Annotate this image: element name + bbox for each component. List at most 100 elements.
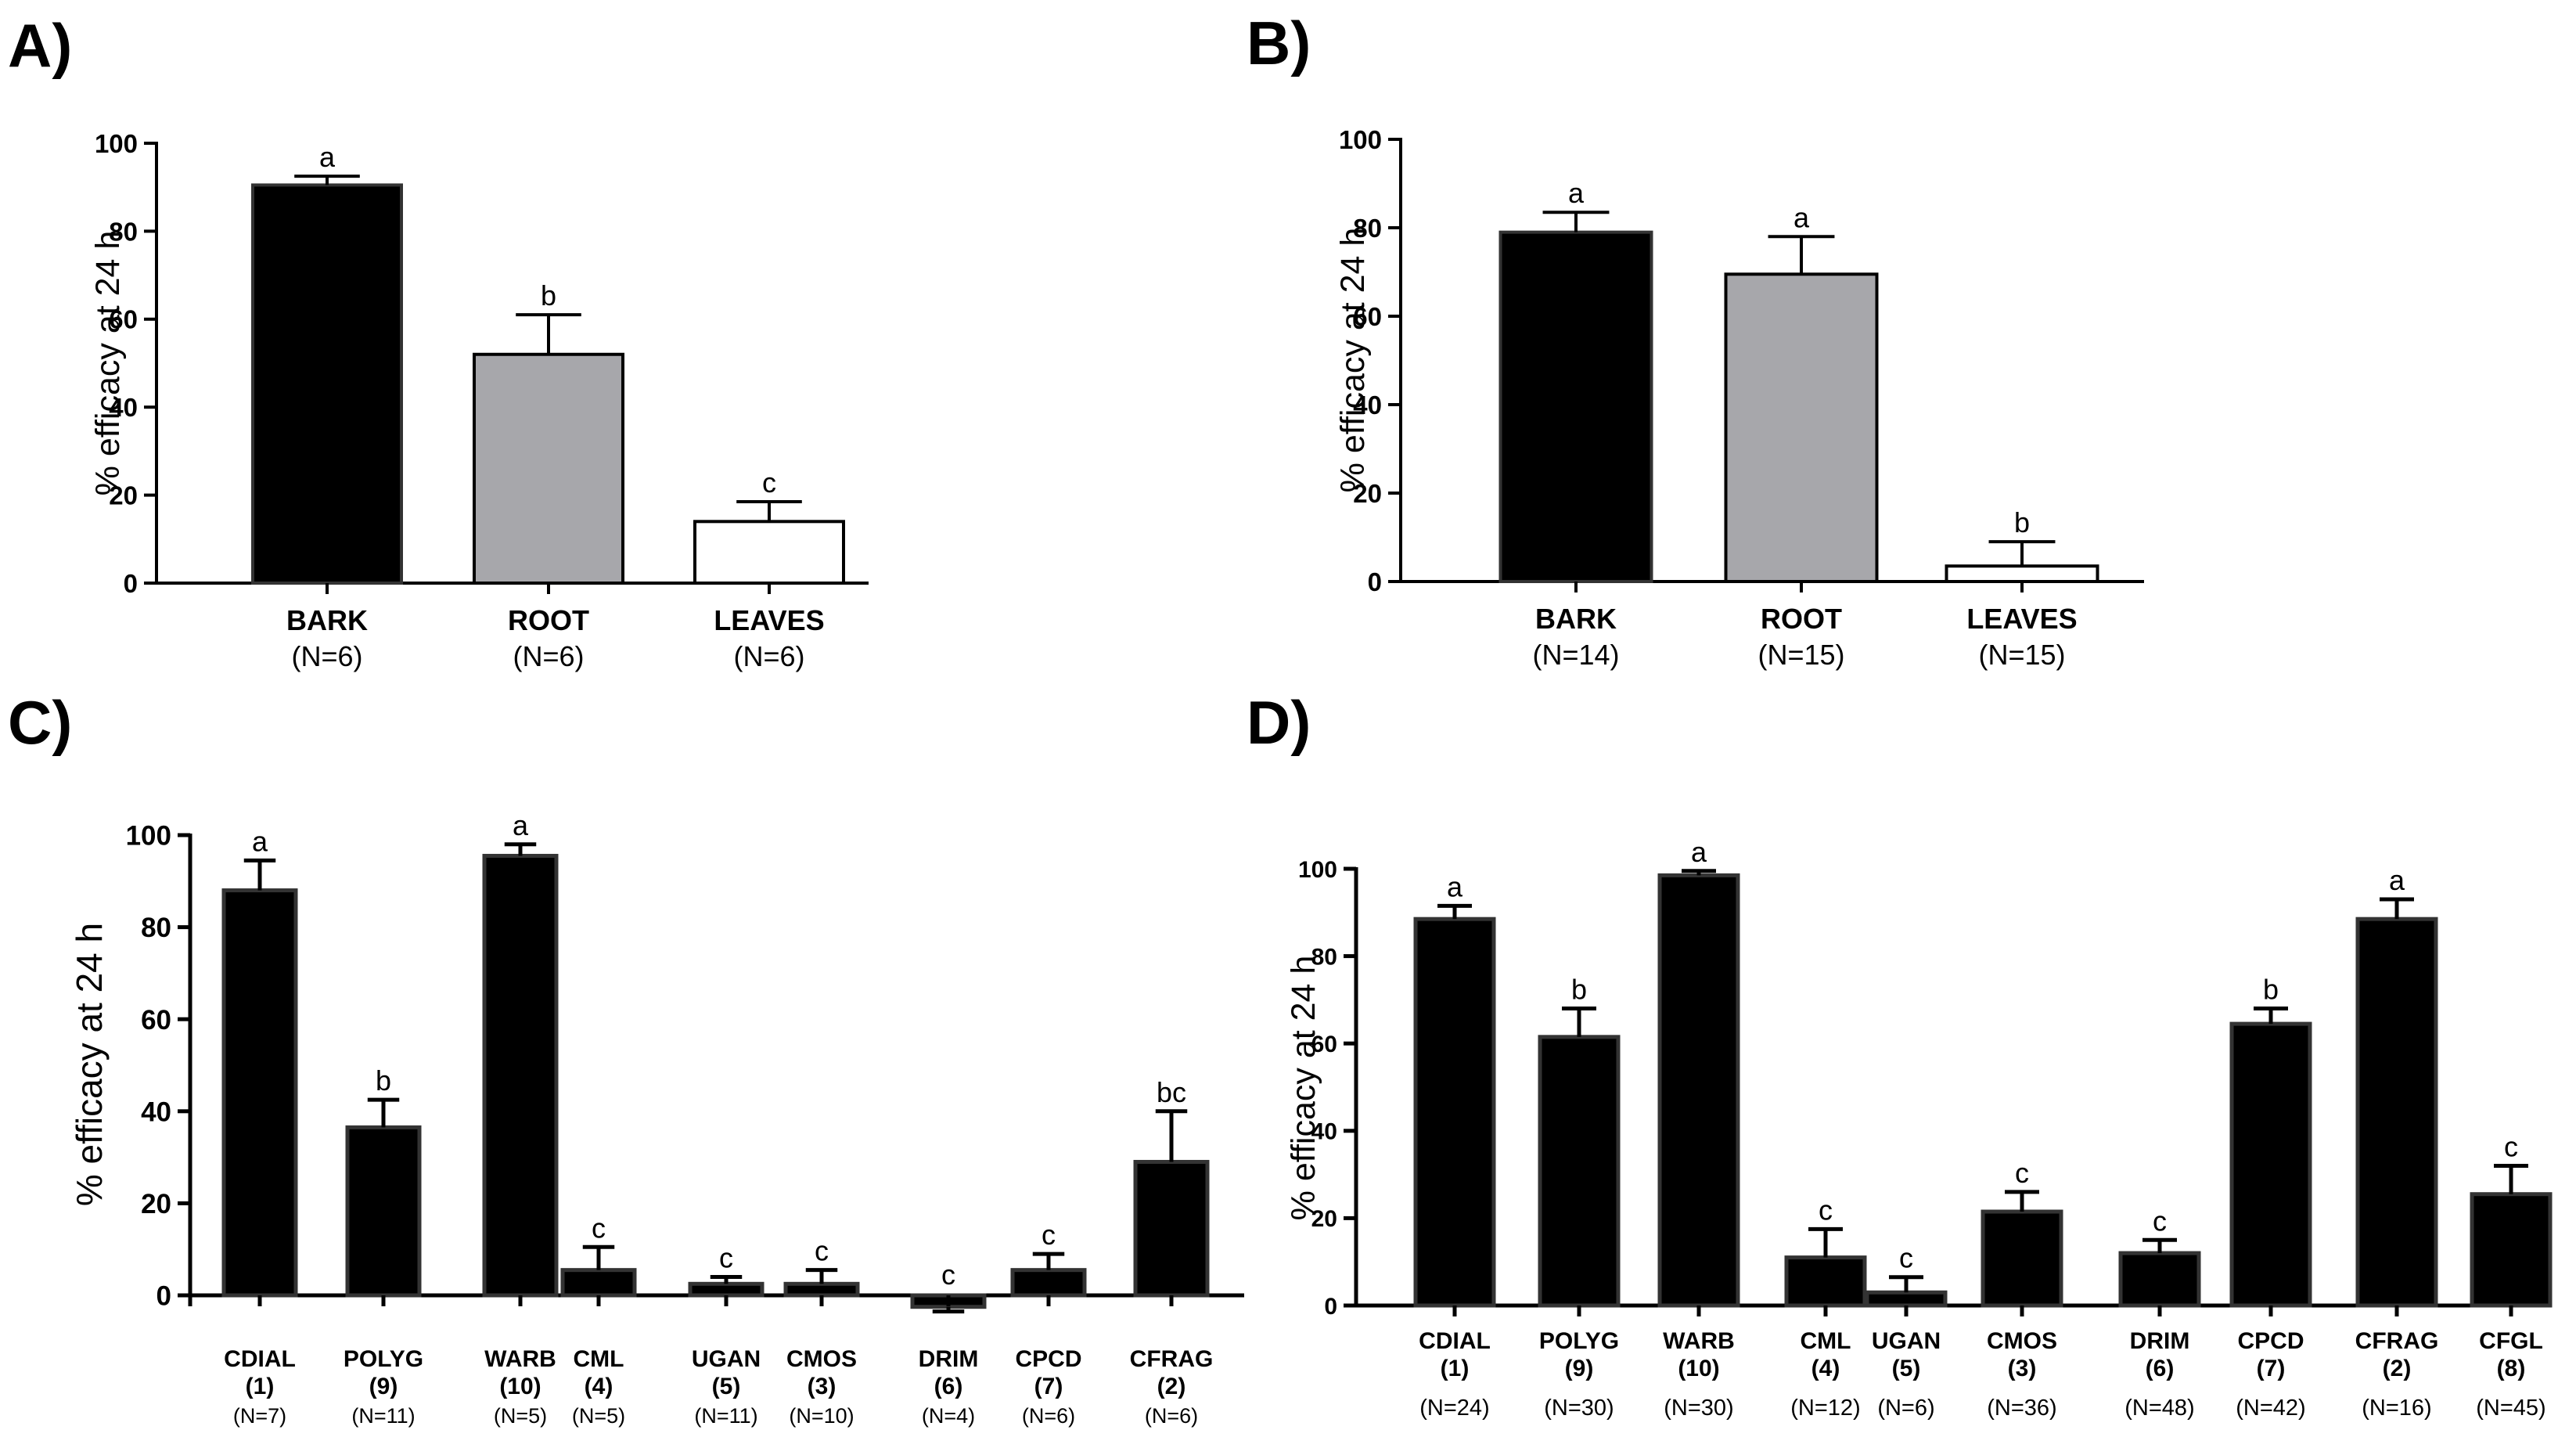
group-label: (6) <box>2146 1356 2175 1381</box>
y-tick-label: 100 <box>1298 857 1337 883</box>
bar-warb <box>1657 873 1740 1308</box>
category-label: CMOS <box>786 1346 857 1372</box>
significance-letter: b <box>541 279 556 312</box>
significance-letter: c <box>719 1241 733 1273</box>
category-label: CPCD <box>2237 1328 2304 1354</box>
group-label: (1) <box>1441 1356 1470 1381</box>
sample-size-label: (N=30) <box>1664 1396 1733 1421</box>
group-label: (9) <box>369 1374 398 1399</box>
y-tick-label: 60 <box>1353 302 1382 331</box>
significance-letter: a <box>252 825 268 857</box>
group-label: (9) <box>1565 1356 1594 1381</box>
bar-cdial <box>1413 917 1496 1308</box>
bar-polyg <box>345 1125 422 1298</box>
sample-size-label: (N=15) <box>1758 639 1844 671</box>
sample-size-label: (N=5) <box>494 1404 547 1428</box>
sample-size-label: (N=6) <box>733 640 804 672</box>
sample-size-label: (N=10) <box>789 1404 854 1428</box>
significance-letter: a <box>1793 201 1810 233</box>
y-axis-label: % efficacy at 24 h <box>89 231 127 496</box>
bar-root <box>473 352 624 585</box>
sample-size-label: (N=14) <box>1532 639 1619 671</box>
sample-size-label: (N=6) <box>1145 1404 1198 1428</box>
sample-size-label: (N=11) <box>351 1404 415 1428</box>
panel-label: C) <box>8 688 72 757</box>
y-tick-label: 100 <box>1339 125 1382 154</box>
y-tick-label: 40 <box>141 1097 171 1127</box>
bar-warb <box>482 853 559 1298</box>
bar-cmos <box>1981 1209 2063 1308</box>
group-label: (3) <box>808 1374 836 1399</box>
significance-letter: c <box>2504 1130 2518 1162</box>
group-label: (2) <box>1157 1374 1186 1399</box>
category-label: CMOS <box>1987 1328 2057 1354</box>
group-label: (6) <box>934 1374 963 1399</box>
y-tick-label: 100 <box>126 821 171 852</box>
sample-size-label: (N=6) <box>513 640 584 672</box>
sample-size-label: (N=48) <box>2124 1396 2194 1421</box>
y-tick-label: 60 <box>141 1005 171 1035</box>
y-tick-label: 80 <box>1311 944 1337 970</box>
bar-cml <box>1784 1255 1867 1308</box>
y-tick-label: 60 <box>1311 1032 1337 1057</box>
y-tick-label: 20 <box>1311 1206 1337 1232</box>
category-label: CPCD <box>1015 1346 1081 1372</box>
category-label: CFGL <box>2479 1328 2543 1354</box>
category-label: BARK <box>286 604 368 636</box>
category-label: ROOT <box>508 604 589 636</box>
significance-letter: b <box>376 1064 391 1097</box>
sample-size-label: (N=15) <box>1978 639 2065 671</box>
y-tick-label: 80 <box>1353 214 1382 243</box>
y-tick-label: 60 <box>109 305 138 334</box>
significance-letter: a <box>1691 836 1707 868</box>
group-label: (5) <box>1892 1356 1921 1381</box>
bar-cfrag <box>1133 1159 1210 1298</box>
bar-polyg <box>1538 1035 1621 1308</box>
category-label: WARB <box>484 1346 556 1372</box>
bar-leaves <box>693 520 845 585</box>
significance-letter: b <box>1571 974 1587 1006</box>
significance-letter: a <box>319 141 336 173</box>
category-label: POLYG <box>1539 1328 1619 1354</box>
y-tick-label: 0 <box>157 1281 171 1312</box>
bar-ugan <box>688 1281 765 1298</box>
sample-size-label: (N=45) <box>2476 1396 2545 1421</box>
y-tick-label: 20 <box>109 481 138 510</box>
y-axis-label: % efficacy at 24 h <box>69 923 110 1206</box>
significance-letter: a <box>1447 870 1463 902</box>
significance-letter: c <box>1899 1242 1913 1274</box>
group-label: (2) <box>2383 1356 2412 1381</box>
sample-size-label: (N=6) <box>291 640 362 672</box>
category-label: DRIM <box>2130 1328 2190 1354</box>
group-label: (1) <box>246 1374 275 1399</box>
y-tick-label: 0 <box>1324 1294 1337 1320</box>
category-label: ROOT <box>1761 603 1842 635</box>
bar-cml <box>560 1268 637 1298</box>
sample-size-label: (N=30) <box>1544 1396 1614 1421</box>
bar-cfrag <box>2355 917 2438 1308</box>
y-tick-label: 20 <box>141 1189 171 1219</box>
y-axis-label: % efficacy at 24 h <box>1334 228 1372 493</box>
y-tick-label: 40 <box>109 393 138 422</box>
y-tick-label: 20 <box>1353 479 1382 508</box>
bar-cdial <box>221 888 298 1298</box>
category-label: CDIAL <box>224 1346 296 1372</box>
bar-cmos <box>783 1281 860 1298</box>
significance-letter: a <box>2389 864 2405 896</box>
significance-letter: bc <box>1157 1076 1186 1108</box>
significance-letter: b <box>2263 974 2279 1006</box>
y-tick-label: 40 <box>1311 1119 1337 1145</box>
y-axis-label: % efficacy at 24 h <box>1285 956 1322 1221</box>
sample-size-label: (N=6) <box>1022 1404 1075 1428</box>
significance-letter: c <box>762 466 776 499</box>
category-label: CML <box>574 1346 624 1372</box>
sample-size-label: (N=24) <box>1419 1396 1489 1421</box>
category-label: LEAVES <box>1966 603 2077 635</box>
bar-leaves <box>1945 564 2099 583</box>
sample-size-label: (N=5) <box>572 1404 625 1428</box>
y-tick-label: 0 <box>1368 567 1382 596</box>
group-label: (4) <box>585 1374 613 1399</box>
significance-letter: b <box>2014 506 2030 538</box>
